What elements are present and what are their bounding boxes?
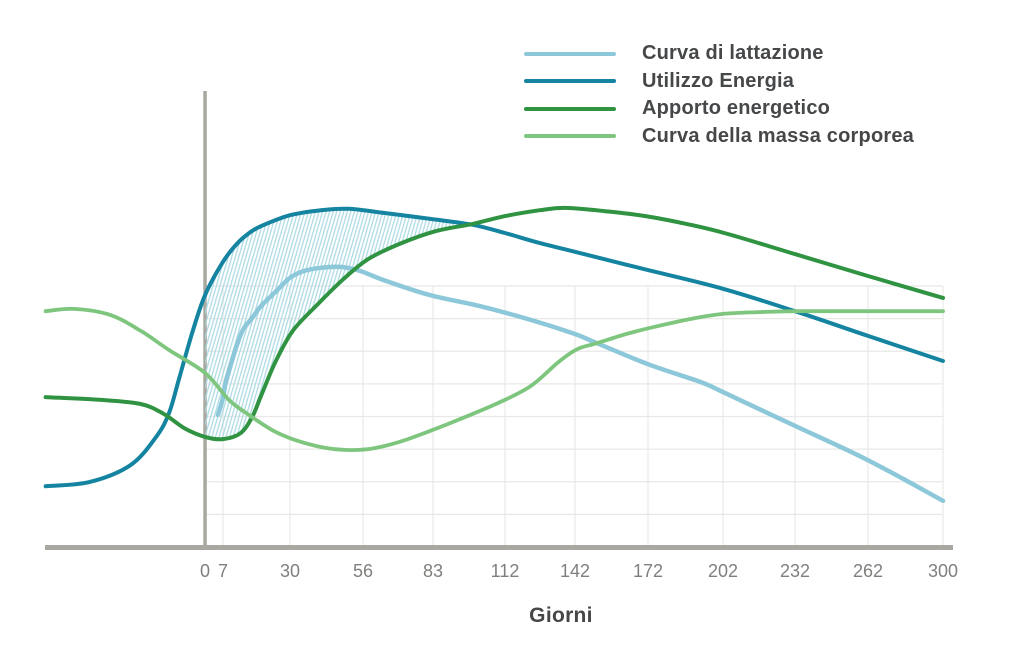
legend-item: Curva di lattazione <box>524 40 914 68</box>
legend-label: Curva di lattazione <box>642 42 824 65</box>
legend: Curva di lattazione Utilizzo Energia App… <box>524 40 914 150</box>
legend-item: Utilizzo Energia <box>524 68 914 96</box>
x-tick-label: 202 <box>707 561 739 581</box>
x-axis-line <box>45 545 953 550</box>
x-tick-label: 0 <box>199 561 211 581</box>
x-tick-label: 142 <box>559 561 591 581</box>
energy-deficit-hatched-area <box>205 208 473 440</box>
legend-swatch-lactation-line-icon <box>524 51 616 56</box>
legend-swatch-energy-intake-line-icon <box>524 106 616 111</box>
x-tick-label: 300 <box>927 561 959 581</box>
x-tick-label: 7 <box>217 561 229 581</box>
legend-label: Utilizzo Energia <box>642 69 795 92</box>
legend-item: Curva della massa corporea <box>524 123 914 151</box>
body-mass-curve <box>43 306 945 452</box>
legend-swatch-body-mass-line-icon <box>524 134 616 139</box>
legend-label: Curva della massa corporea <box>642 124 914 147</box>
x-tick-label: 30 <box>279 561 301 581</box>
x-tick-label: 112 <box>490 561 520 581</box>
legend-item: Apporto energetico <box>524 95 914 123</box>
legend-swatch-energy-use-line-icon <box>524 79 616 84</box>
x-tick-label: 172 <box>632 561 664 581</box>
x-axis-title: Giorni <box>529 604 593 627</box>
x-tick-label: 56 <box>352 561 374 581</box>
x-tick-label: 232 <box>779 561 811 581</box>
x-tick-label: 83 <box>422 561 444 581</box>
x-tick-label: 262 <box>852 561 884 581</box>
energy-intake-curve <box>43 205 945 442</box>
energy-use-curve <box>43 206 945 489</box>
legend-label: Apporto energetico <box>642 97 831 120</box>
